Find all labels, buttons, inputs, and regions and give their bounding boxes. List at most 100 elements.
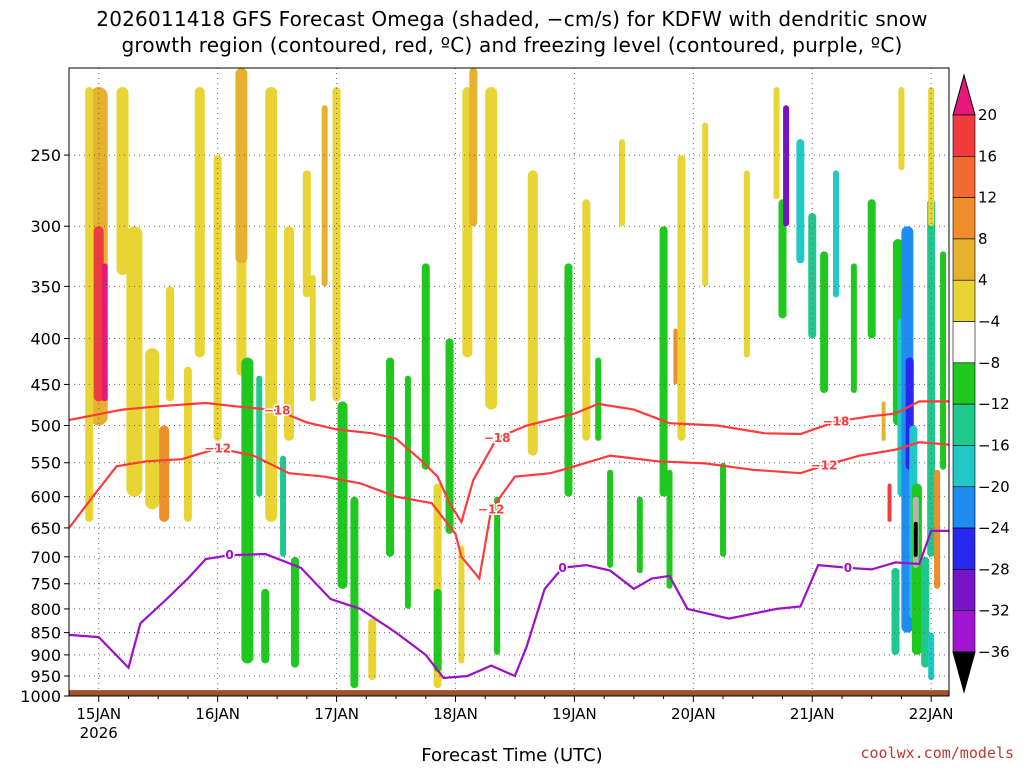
colorbar-label: 8 <box>978 230 988 248</box>
omega-cell <box>213 155 222 441</box>
x-tick-label: 20JAN <box>671 705 716 723</box>
omega-cell <box>85 87 94 522</box>
y-tick-label: 550 <box>30 454 61 473</box>
omega-cell <box>887 483 892 522</box>
colorbar-label: −16 <box>978 436 1010 454</box>
omega-cell <box>913 521 918 557</box>
omega-cell <box>101 263 108 402</box>
contour-label: −18 <box>264 403 291 417</box>
omega-cell <box>290 556 299 668</box>
contour-label: −12 <box>204 441 231 455</box>
x-axis-label: Forecast Time (UTC) <box>421 745 603 766</box>
credit-link[interactable]: coolwx.com/models <box>860 744 1014 762</box>
omega-cell <box>194 87 205 358</box>
ground-fill <box>69 690 949 696</box>
y-tick-label: 400 <box>30 329 61 348</box>
colorbar-top-arrow <box>952 73 976 116</box>
y-tick-label: 650 <box>30 519 61 538</box>
pressure-axis: 250 300 350 400 450 500 550 600 650 700 750 800 850 9… <box>20 146 69 706</box>
colorbar-label: 16 <box>978 147 997 165</box>
y-tick-label: 750 <box>30 575 61 594</box>
omega-cell <box>494 496 501 655</box>
contour-label: 0 <box>558 561 566 575</box>
y-tick-label: 500 <box>30 417 61 436</box>
omega-cell <box>368 618 377 681</box>
omega-cell <box>808 212 817 339</box>
omega-cell <box>235 68 248 264</box>
x-tick-label: 22JAN <box>909 705 954 723</box>
omega-cell <box>183 366 192 522</box>
colorbar-swatch <box>952 238 976 281</box>
omega-cell <box>404 375 411 609</box>
x-tick-sublabel: 2026 <box>80 724 118 742</box>
colorbar-label: −36 <box>978 643 1010 661</box>
omega-cell <box>833 170 840 298</box>
colorbar-label: −24 <box>978 519 1010 537</box>
omega-cell <box>126 226 143 497</box>
x-tick-label: 18JAN <box>433 705 478 723</box>
omega-cell <box>280 455 287 557</box>
colorbar-swatch <box>952 114 976 157</box>
omega-cell <box>595 357 602 441</box>
omega-cell <box>321 105 328 287</box>
omega-cell <box>618 139 625 227</box>
colorbar-bottom-arrow <box>952 651 976 694</box>
omega-cell <box>659 226 668 497</box>
ground-surface <box>69 690 949 696</box>
contour-label: −12 <box>811 459 838 473</box>
omega-cell <box>261 588 270 664</box>
omega-cell <box>867 199 876 339</box>
omega-cell <box>778 199 787 319</box>
omega-cell <box>256 375 263 497</box>
omega-cell <box>166 286 175 402</box>
contour--18 <box>69 400 949 525</box>
colorbar-swatch <box>952 527 976 570</box>
y-tick-label: 300 <box>30 217 61 236</box>
y-tick-label: 1000 <box>20 687 61 706</box>
omega-cell <box>485 87 498 410</box>
gridlines <box>69 68 949 696</box>
omega-cell <box>350 496 359 689</box>
omega-cell <box>820 251 829 393</box>
colorbar-label: 12 <box>978 189 997 207</box>
contour-label: 0 <box>225 548 233 562</box>
omega-cell <box>582 199 591 441</box>
x-tick-label: 19JAN <box>552 705 597 723</box>
omega-cell <box>934 469 941 589</box>
y-tick-label: 800 <box>30 600 61 619</box>
omega-cell <box>332 87 341 402</box>
colorbar-swatch <box>952 321 976 364</box>
omega-cell <box>673 328 678 385</box>
contour-label: 0 <box>844 561 852 575</box>
colorbar-label: −12 <box>978 395 1010 413</box>
x-tick-label: 16JAN <box>195 705 240 723</box>
omega-cell <box>564 263 573 497</box>
omega-cell <box>265 87 278 522</box>
omega-cell <box>607 469 614 568</box>
colorbar-swatch <box>952 279 976 322</box>
omega-cell <box>445 338 454 534</box>
colorbar-swatch <box>952 362 976 405</box>
omega-cell <box>891 567 900 655</box>
contour-label: −18 <box>484 431 511 445</box>
y-tick-label: 850 <box>30 624 61 643</box>
colorbar-label: −28 <box>978 560 1010 578</box>
colorbar-label: 4 <box>978 271 988 289</box>
omega-cell <box>783 105 790 227</box>
omega-cell <box>309 275 316 402</box>
omega-cell <box>241 357 254 664</box>
omega-cell <box>458 545 465 664</box>
y-tick-label: 250 <box>30 146 61 165</box>
colorbar-label: −32 <box>978 602 1010 620</box>
omega-cell <box>284 226 294 441</box>
omega-cell <box>773 87 780 200</box>
omega-cell <box>433 588 442 672</box>
colorbar-swatch <box>952 156 976 198</box>
omega-cell <box>796 139 805 264</box>
omega-cell <box>421 263 430 470</box>
omega-cell <box>236 239 247 376</box>
colorbar-label: −8 <box>978 354 1000 372</box>
omega-cell <box>469 68 478 227</box>
omega-cell <box>116 87 129 276</box>
